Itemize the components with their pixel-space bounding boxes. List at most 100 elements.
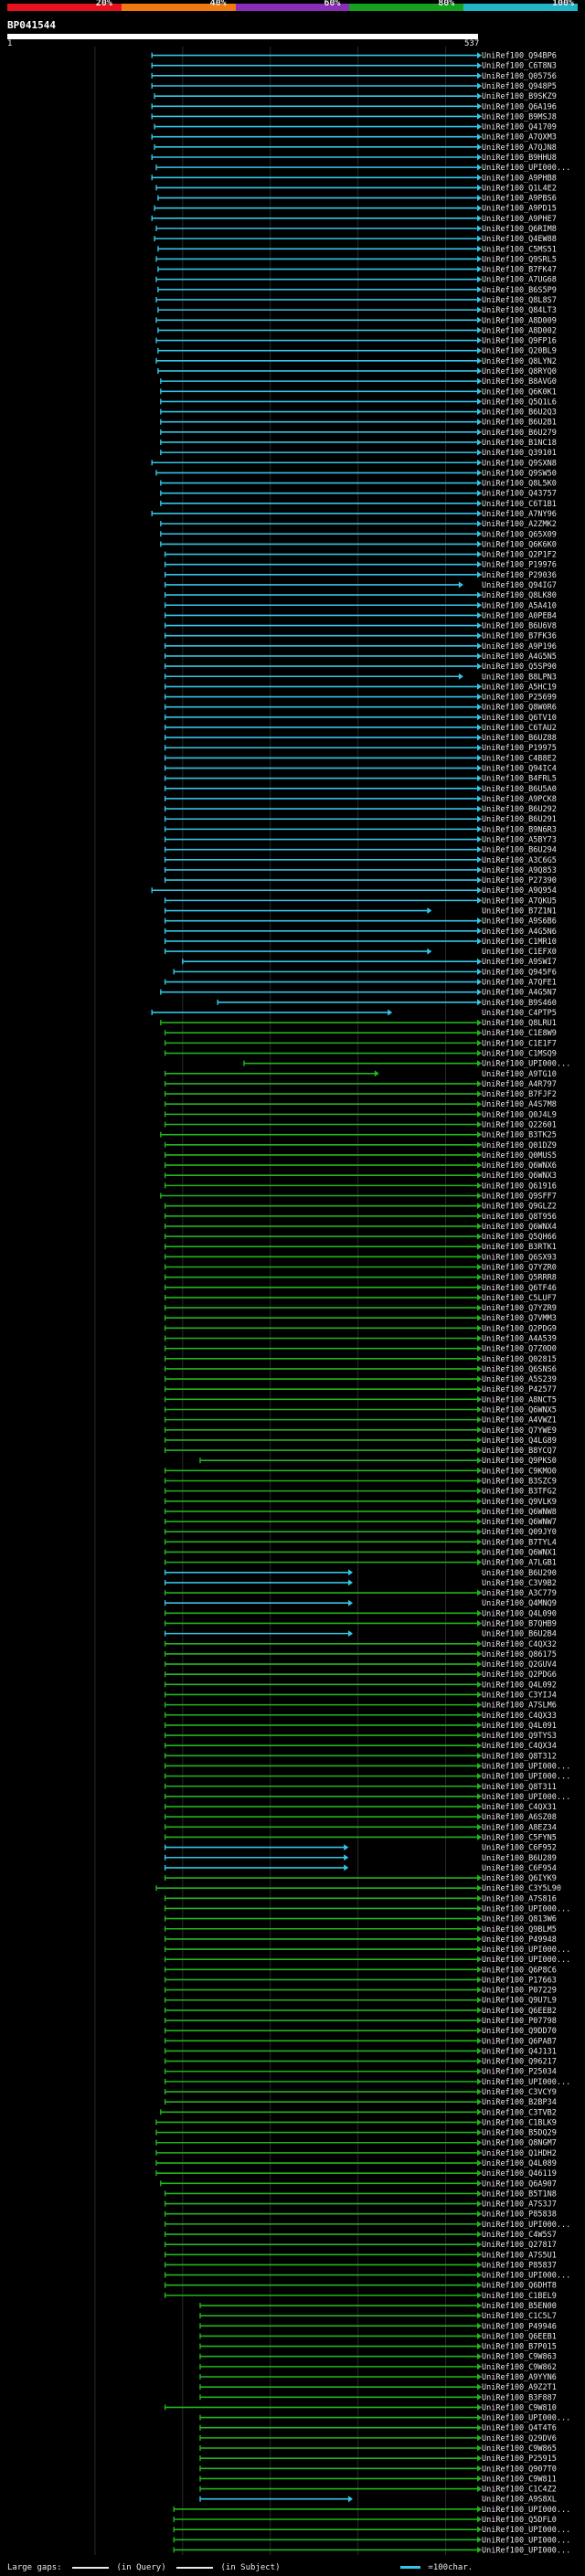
hit-row[interactable]: UniRef100_Q84LT3 xyxy=(157,306,557,315)
hit-row[interactable]: UniRef100_P29036 xyxy=(164,571,557,580)
hit-row[interactable]: UniRef100_Q4T4T6 xyxy=(199,2424,557,2433)
hit-row[interactable]: UniRef100_B3SZC9 xyxy=(164,1477,557,1486)
hit-row[interactable]: UniRef100_Q907T0 xyxy=(199,2465,557,2474)
hit-row[interactable]: UniRef100_Q46119 xyxy=(155,2169,557,2178)
hit-row[interactable]: UniRef100_Q8T311 xyxy=(164,1783,557,1792)
hit-row[interactable]: UniRef100_A5HC19 xyxy=(164,683,557,692)
hit-row[interactable]: UniRef100_A4G5N5 xyxy=(164,652,557,662)
hit-row[interactable]: UniRef100_B3TFG2 xyxy=(164,1488,557,1497)
hit-row[interactable]: UniRef100_Q6WNW7 xyxy=(164,1518,557,1527)
hit-row[interactable]: UniRef100_Q7YWE9 xyxy=(164,1426,557,1436)
hit-row[interactable]: UniRef100_P17663 xyxy=(164,1976,557,1985)
hit-row[interactable]: UniRef100_Q5QH66 xyxy=(164,1233,557,1242)
hit-row[interactable]: UniRef100_Q94BP6 xyxy=(151,52,557,61)
hit-row[interactable]: UniRef100_Q9BLM5 xyxy=(164,1925,557,1935)
hit-row[interactable]: UniRef100_B6U5A0 xyxy=(164,785,557,794)
hit-row[interactable]: UniRef100_A7QKU5 xyxy=(164,896,557,906)
hit-row[interactable]: UniRef100_Q6WNX1 xyxy=(164,1548,557,1557)
hit-row[interactable]: UniRef100_C9W865 xyxy=(199,2444,557,2454)
hit-row[interactable]: UniRef100_Q6WNX6 xyxy=(164,1161,557,1171)
hit-row[interactable]: UniRef100_Q2PDG9 xyxy=(164,1324,557,1333)
hit-row[interactable]: UniRef100_UPI000... xyxy=(164,1956,571,1965)
hit-row[interactable]: UniRef100_Q8LK80 xyxy=(164,591,557,600)
hit-row[interactable]: UniRef100_Q8RYQ0 xyxy=(157,367,557,376)
hit-row[interactable]: UniRef100_UPI000... xyxy=(155,164,570,173)
hit-row[interactable]: UniRef100_A5A410 xyxy=(164,601,557,610)
hit-row[interactable]: UniRef100_Q7YZR0 xyxy=(164,1264,557,1273)
hit-row[interactable]: UniRef100_B6U294 xyxy=(164,846,557,855)
hit-row[interactable]: UniRef100_Q09JY0 xyxy=(164,1528,557,1537)
hit-row[interactable]: UniRef100_A0PEB4 xyxy=(164,611,557,620)
hit-row[interactable]: UniRef100_Q43757 xyxy=(160,490,557,499)
hit-row[interactable]: UniRef100_Q7Z0D0 xyxy=(164,1345,557,1354)
hit-row[interactable]: UniRef100_C1EFX0 xyxy=(164,948,557,957)
hit-row[interactable]: UniRef100_Q4LG89 xyxy=(164,1436,557,1446)
hit-row[interactable]: UniRef100_Q6WNX3 xyxy=(164,1171,557,1181)
hit-row[interactable]: UniRef100_Q4L089 xyxy=(155,2159,557,2168)
hit-row[interactable]: UniRef100_C6TAU2 xyxy=(164,724,557,733)
hit-row[interactable]: UniRef100_Q4L090 xyxy=(164,1609,557,1618)
hit-row[interactable]: UniRef100_A9P196 xyxy=(164,642,557,652)
hit-row[interactable]: UniRef100_A9PHB8 xyxy=(151,174,557,183)
hit-row[interactable]: UniRef100_A7LGB1 xyxy=(164,1559,557,1568)
hit-row[interactable]: UniRef100_P85838 xyxy=(164,2210,557,2220)
hit-row[interactable]: UniRef100_B2BP34 xyxy=(164,2098,557,2107)
hit-row[interactable]: UniRef100_B6U290 xyxy=(164,1569,557,1578)
hit-row[interactable]: UniRef100_C1BLK9 xyxy=(155,2118,557,2127)
hit-row[interactable]: UniRef100_P85837 xyxy=(164,2261,557,2270)
hit-row[interactable]: UniRef100_C1MSQ9 xyxy=(164,1050,557,1059)
hit-row[interactable]: UniRef100_B9S460 xyxy=(217,999,557,1008)
hit-row[interactable]: UniRef100_B3F887 xyxy=(199,2393,557,2402)
hit-row[interactable]: UniRef100_C9W863 xyxy=(199,2353,557,2362)
hit-row[interactable]: UniRef100_B5EN00 xyxy=(199,2302,557,2311)
hit-row[interactable]: UniRef100_UPI000... xyxy=(164,1793,571,1802)
hit-row[interactable]: UniRef100_C9W862 xyxy=(199,2363,557,2372)
hit-row[interactable]: UniRef100_Q7VMM3 xyxy=(164,1314,557,1323)
hit-row[interactable]: UniRef100_Q6A907 xyxy=(160,2179,557,2189)
hit-row[interactable]: UniRef100_B9MSJ8 xyxy=(151,112,557,122)
hit-row[interactable]: UniRef100_C1C4Z2 xyxy=(199,2486,557,2495)
hit-row[interactable]: UniRef100_C4QX33 xyxy=(164,1712,557,1721)
hit-row[interactable]: UniRef100_A8NCT5 xyxy=(164,1395,557,1405)
hit-row[interactable]: UniRef100_Q86175 xyxy=(164,1650,557,1659)
hit-row[interactable]: UniRef100_B6U2B4 xyxy=(164,1630,557,1639)
hit-row[interactable]: UniRef100_C1E1F7 xyxy=(164,1039,557,1048)
hit-row[interactable]: UniRef100_B9HHU8 xyxy=(151,154,557,163)
hit-row[interactable]: UniRef100_A5S239 xyxy=(164,1375,557,1384)
hit-row[interactable]: UniRef100_Q9FP16 xyxy=(155,337,557,346)
hit-row[interactable]: UniRef100_Q05756 xyxy=(151,72,557,81)
hit-row[interactable]: UniRef100_Q2P1F2 xyxy=(164,551,557,560)
hit-row[interactable]: UniRef100_P49948 xyxy=(164,1935,557,1945)
hit-row[interactable]: UniRef100_Q94IG7 xyxy=(164,581,557,590)
hit-row[interactable]: UniRef100_Q4J131 xyxy=(164,2047,557,2056)
hit-row[interactable]: UniRef100_A9PHE7 xyxy=(151,215,557,224)
hit-row[interactable]: UniRef100_B6U289 xyxy=(164,1854,557,1863)
hit-row[interactable]: UniRef100_Q9TYS3 xyxy=(164,1732,557,1741)
hit-row[interactable]: UniRef100_B8AVG0 xyxy=(160,377,557,387)
hit-row[interactable]: UniRef100_Q1L4E2 xyxy=(155,184,557,193)
hit-row[interactable]: UniRef100_UPI000... xyxy=(173,2526,570,2535)
hit-row[interactable]: UniRef100_Q9PKS0 xyxy=(199,1457,557,1466)
hit-row[interactable]: UniRef100_B6UZ88 xyxy=(164,734,557,743)
hit-row[interactable]: UniRef100_A3C6G5 xyxy=(164,856,557,865)
hit-row[interactable]: UniRef100_B7P015 xyxy=(199,2343,557,2352)
hit-row[interactable]: UniRef100_C4PTP5 xyxy=(151,1009,557,1018)
hit-row[interactable]: UniRef100_Q94IC4 xyxy=(164,765,557,774)
hit-row[interactable]: UniRef100_Q948P5 xyxy=(151,82,557,91)
hit-row[interactable]: UniRef100_UPI000... xyxy=(243,1060,570,1069)
hit-row[interactable]: UniRef100_P07229 xyxy=(164,1987,557,1996)
hit-row[interactable]: UniRef100_Q8L5K0 xyxy=(160,480,557,489)
hit-row[interactable]: UniRef100_A7QFE1 xyxy=(164,979,557,988)
hit-row[interactable]: UniRef100_Q02815 xyxy=(164,1355,557,1364)
hit-row[interactable]: UniRef100_Q8LYN2 xyxy=(155,357,557,366)
hit-row[interactable]: UniRef100_B7FK36 xyxy=(164,632,557,641)
hit-row[interactable]: UniRef100_B6U291 xyxy=(164,815,557,824)
hit-row[interactable]: UniRef100_Q5SP90 xyxy=(164,663,557,672)
hit-row[interactable]: UniRef100_P49946 xyxy=(199,2322,557,2331)
hit-row[interactable]: UniRef100_A9TG10 xyxy=(164,1070,557,1079)
hit-row[interactable]: UniRef100_Q29DV6 xyxy=(199,2434,557,2443)
hit-row[interactable]: UniRef100_C1C5L7 xyxy=(199,2312,557,2321)
hit-row[interactable]: UniRef100_B4FRL5 xyxy=(164,775,557,784)
hit-row[interactable]: UniRef100_A3C779 xyxy=(164,1589,557,1598)
hit-row[interactable]: UniRef100_A9YYN6 xyxy=(199,2373,557,2382)
